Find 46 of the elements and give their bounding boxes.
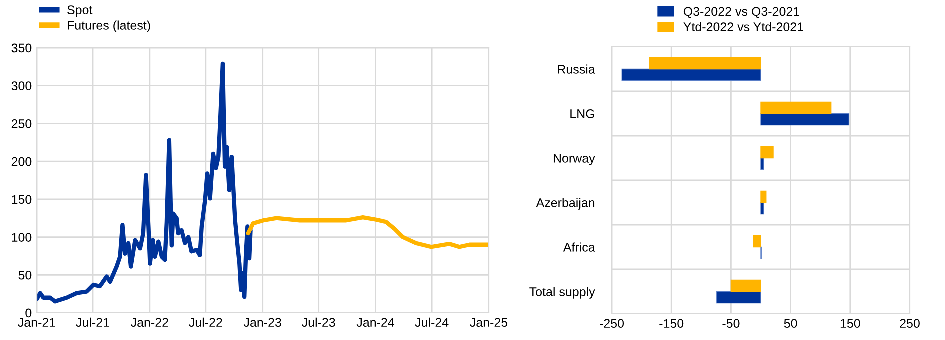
y-tick-label: LNG (570, 110, 594, 118)
bar (760, 190, 767, 204)
x-tick-label: Jan-21 (18, 318, 56, 328)
x-tick-label: Jan-24 (356, 318, 395, 328)
x-tick-label: Jul-24 (415, 318, 449, 328)
bar (760, 102, 832, 114)
legend-label: Spot (68, 6, 93, 17)
y-tick-label: Norway (554, 154, 596, 166)
x-tick-label: Jan-22 (131, 318, 168, 328)
x-tick-label: -50 (722, 319, 740, 328)
x-tick-label: Jul-21 (76, 318, 110, 328)
line-series (37, 62, 253, 304)
bar (754, 235, 762, 248)
bar (760, 158, 764, 170)
y-tick-label: Total supply (530, 287, 596, 299)
legend-label: Futures (latest) (68, 20, 150, 32)
y-tick-label: 250 (12, 120, 32, 128)
bar (730, 280, 762, 292)
x-tick-label: Jan-23 (244, 318, 282, 328)
x-tick-label: -150 (660, 319, 684, 328)
legend-label: Ytd-2022 vs Ytd-2021 (684, 22, 804, 32)
x-tick-label: Jan-25 (470, 318, 508, 328)
y-tick-label: Africa (563, 242, 596, 252)
y-tick-label: 100 (12, 233, 32, 242)
y-tick-label: 200 (12, 157, 32, 166)
bar (622, 68, 762, 82)
y-tick-label: Azerbaijan (536, 198, 595, 210)
bar (760, 113, 850, 126)
x-tick-label: Jul-23 (302, 318, 336, 328)
line-series (246, 216, 489, 250)
bar (716, 291, 762, 304)
y-tick-label: Russia (558, 64, 596, 74)
y-tick-label: 350 (12, 44, 32, 53)
x-tick-label: 250 (900, 319, 920, 328)
y-tick-label: 50 (18, 270, 32, 280)
x-tick-label: -250 (600, 319, 624, 328)
y-tick-label: 0 (26, 308, 32, 318)
bar (760, 202, 764, 215)
y-tick-label: 300 (12, 82, 32, 91)
x-tick-label: 150 (840, 319, 860, 328)
x-tick-label: Jul-22 (189, 318, 222, 328)
y-tick-label: 150 (12, 195, 32, 204)
legend-label: Q3-2022 vs Q3-2021 (684, 7, 800, 18)
bar (649, 57, 762, 70)
bar (760, 146, 774, 159)
x-tick-label: 50 (784, 319, 798, 328)
